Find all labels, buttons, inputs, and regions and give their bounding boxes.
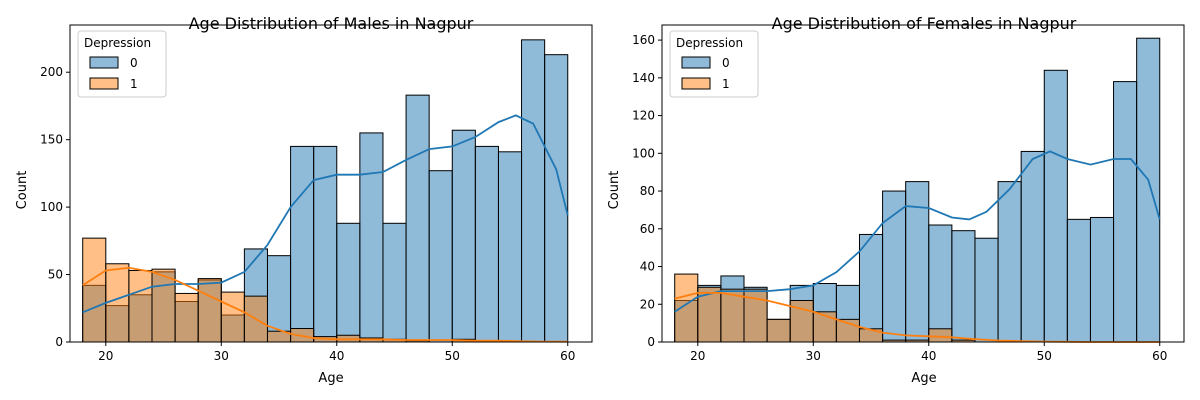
- x-tick-label: 40: [329, 349, 344, 363]
- histogram-bar: [674, 273, 699, 343]
- histogram-bar: [220, 291, 245, 343]
- legend-label: 0: [722, 56, 730, 70]
- females-chart: Age Distribution of Females in Nagpur Ag…: [607, 14, 1185, 386]
- y-tick-label: 100: [40, 200, 63, 214]
- histogram-bar: [1043, 69, 1068, 343]
- axes-frame: [69, 24, 593, 343]
- kde-line-0: [82, 114, 569, 314]
- histogram-bar: [197, 278, 222, 343]
- legend-label: 1: [722, 77, 730, 91]
- histogram-bar: [521, 39, 546, 343]
- histogram-bar: [766, 318, 791, 343]
- x-tick-label: 50: [445, 349, 460, 363]
- x-tick-label: 20: [690, 349, 705, 363]
- histogram-bar: [174, 292, 199, 343]
- histogram-bar: [1020, 150, 1045, 343]
- legend-swatch: [681, 56, 711, 69]
- y-tick-label: 0: [647, 335, 655, 349]
- legend-swatch: [89, 56, 119, 69]
- legend: Depression 0 1: [669, 30, 759, 98]
- kde-line-1: [82, 266, 568, 343]
- chart-title: Age Distribution of Males in Nagpur: [189, 14, 474, 33]
- x-tick-label: 50: [1037, 349, 1052, 363]
- y-tick-label: 150: [40, 133, 63, 147]
- y-axis-label: Count: [15, 171, 30, 210]
- y-tick-label: 120: [632, 109, 655, 123]
- x-tick-label: 20: [98, 349, 113, 363]
- histogram-bar: [497, 151, 523, 343]
- histogram-bar: [1089, 216, 1115, 343]
- histogram-bar: [1113, 81, 1138, 343]
- x-axis-label: Age: [318, 371, 343, 386]
- legend: Depression 0 1: [77, 30, 167, 98]
- y-tick-label: 20: [640, 297, 655, 311]
- histogram-bar: [474, 145, 499, 343]
- histogram-bar: [1136, 37, 1161, 343]
- chart-title: Age Distribution of Females in Nagpur: [772, 14, 1077, 33]
- x-tick-label: 30: [214, 349, 229, 363]
- histogram-bar: [928, 328, 953, 343]
- x-tick-label: 30: [806, 349, 821, 363]
- y-tick-label: 140: [632, 71, 655, 85]
- histogram-bar: [105, 263, 130, 343]
- y-tick-label: 40: [640, 260, 655, 274]
- histogram-bar: [82, 237, 107, 343]
- y-tick-label: 0: [55, 335, 63, 349]
- histogram-bar: [974, 237, 999, 343]
- histogram-bar: [290, 145, 315, 343]
- histogram-bar: [928, 224, 953, 343]
- histogram-bar: [951, 230, 976, 343]
- histogram-bar: [359, 132, 384, 343]
- legend-swatch: [89, 77, 119, 90]
- legend-title: Depression: [676, 36, 743, 50]
- legend-label: 0: [130, 56, 138, 70]
- legend-title: Depression: [84, 36, 151, 50]
- x-tick-label: 60: [560, 349, 575, 363]
- axes-frame: [661, 24, 1185, 343]
- histogram-bar: [858, 328, 884, 343]
- x-tick-label: 60: [1152, 349, 1167, 363]
- y-tick-label: 50: [48, 268, 63, 282]
- histogram-bar: [720, 288, 745, 343]
- histogram-bar: [858, 233, 884, 343]
- histogram-bar: [151, 268, 176, 343]
- histogram-bar: [997, 181, 1022, 343]
- histogram-bar: [336, 222, 361, 343]
- histogram-bar: [451, 129, 476, 343]
- y-axis-label: Count: [607, 171, 622, 210]
- histogram-bar: [128, 270, 153, 343]
- histogram-bar: [428, 170, 453, 343]
- males-chart: Age Distribution of Males in Nagpur Age …: [15, 14, 593, 386]
- kde-line-0: [674, 150, 1161, 313]
- x-axis-label: Age: [911, 371, 936, 386]
- histogram-bar: [1066, 218, 1091, 343]
- plot-area: 20 30 40 50 60 0 50 100 150 200 Depression 0 1: [40, 24, 593, 363]
- y-tick-label: 100: [632, 146, 655, 160]
- legend-swatch: [681, 77, 711, 90]
- x-tick-label: 40: [921, 349, 936, 363]
- y-tick-label: 160: [632, 33, 655, 47]
- histogram-bar: [405, 94, 430, 343]
- y-tick-label: 60: [640, 222, 655, 236]
- histogram-bar: [382, 222, 407, 343]
- legend-label: 1: [130, 77, 138, 91]
- y-tick-label: 200: [40, 65, 63, 79]
- y-tick-label: 80: [640, 184, 655, 198]
- plot-area: 20 30 40 50 60 0 20 40 60 80 100 120 140 160 Depressio…: [632, 24, 1185, 363]
